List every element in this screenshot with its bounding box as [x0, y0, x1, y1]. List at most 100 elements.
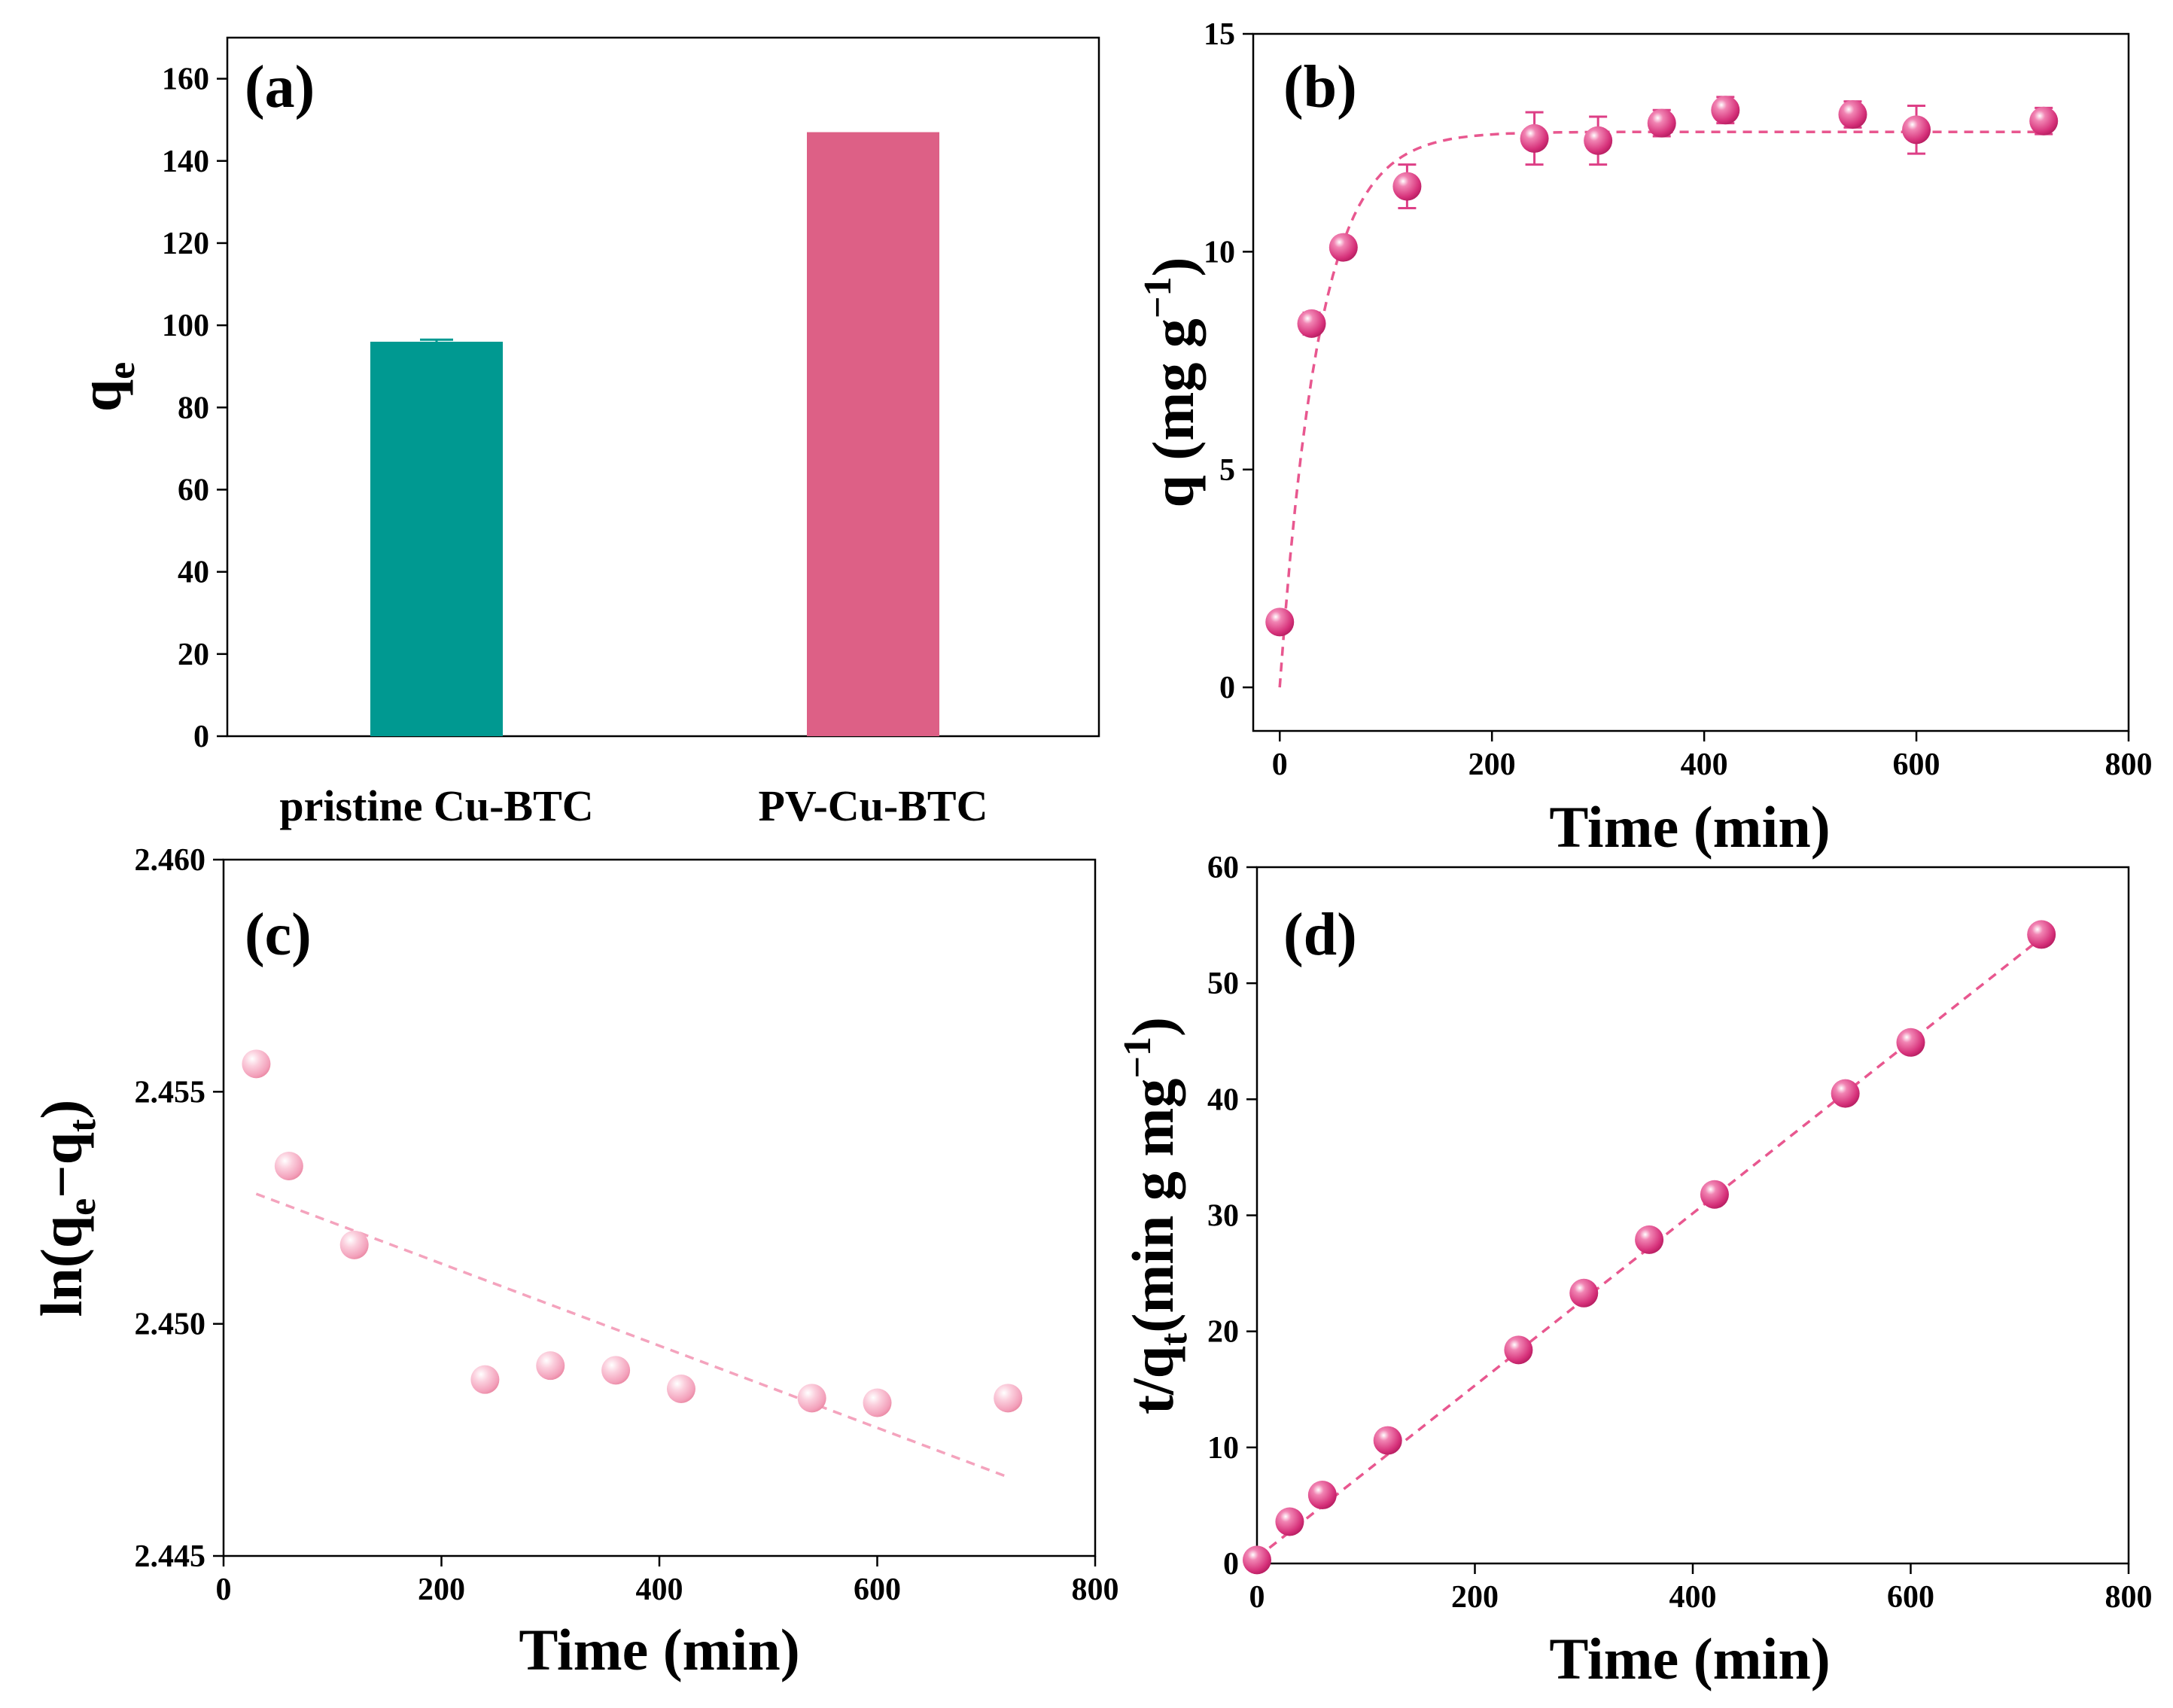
panel-a-ytick-label-4: 80 — [178, 391, 209, 425]
panel-c-xtick-label-2: 400 — [636, 1573, 683, 1607]
panel-a-ytick-label-3: 60 — [178, 473, 209, 507]
panel-b-point-8 — [1838, 100, 1867, 129]
panel-b-point-0 — [1265, 607, 1295, 637]
panel-c-fit-line — [255, 1192, 1009, 1478]
panel-d-ytick-label-5: 50 — [1207, 967, 1239, 1001]
panel-c-ylabel-e: ) — [29, 1100, 94, 1119]
panel-d-xtick-label-0: 0 — [1249, 1580, 1265, 1615]
panel-d-point-5 — [1569, 1278, 1599, 1308]
panel-c-point-3 — [470, 1365, 500, 1394]
panel-d-point-0 — [1243, 1545, 1271, 1575]
panel-d-point-1 — [1275, 1507, 1304, 1536]
panel-b-point-5 — [1584, 126, 1613, 155]
panel-c-ytick-label-3: 2.460 — [135, 843, 206, 878]
panel-b-ylabel-end: ) — [1140, 257, 1206, 277]
panel-c-ylabel-c: −q — [29, 1132, 94, 1198]
bar-0 — [370, 341, 503, 736]
category-label-pristine: pristine Cu-BTC — [279, 781, 593, 830]
panel-c-scatter: (c) 2.445 2.450 2.455 2.460 0 200 400 600 800 Ti… — [29, 843, 1119, 1682]
bar-1 — [807, 132, 939, 736]
panel-d-point-7 — [1700, 1180, 1729, 1209]
panel-d-xtick-label-2: 400 — [1669, 1580, 1717, 1615]
panel-d-point-4 — [1504, 1335, 1533, 1365]
panel-d-ytick-label-6: 60 — [1207, 851, 1239, 885]
panel-c-ytick-label-1: 2.450 — [135, 1308, 206, 1342]
panel-d-point-9 — [1896, 1028, 1925, 1057]
panel-a-ytick-label-5: 100 — [162, 309, 209, 343]
panel-d-point-3 — [1373, 1426, 1402, 1455]
category-label-pv: PV-Cu-BTC — [758, 781, 988, 830]
panel-d-ylabel-d: −1 — [1116, 1037, 1159, 1079]
panel-b-point-2 — [1328, 233, 1358, 262]
panel-d-xtick-label-4: 800 — [2105, 1580, 2153, 1615]
panel-c-label: (c) — [245, 902, 312, 968]
panel-a-frame — [226, 36, 1100, 738]
panel-a-ylabel-main: q — [68, 379, 133, 412]
panel-b-ytick-label-1: 5 — [1219, 453, 1235, 488]
panel-c-point-5 — [601, 1356, 631, 1385]
panel-d-ytick-label-1: 10 — [1207, 1431, 1239, 1466]
panel-c-point-1 — [274, 1152, 303, 1180]
panel-d-ylabel-b: t — [1152, 1332, 1195, 1346]
panel-c-point-6 — [666, 1375, 695, 1403]
panel-c-xtick-label-3: 600 — [854, 1573, 901, 1607]
panel-d-ytick-label-2: 20 — [1207, 1315, 1239, 1350]
panel-c-xtick-label-4: 800 — [1072, 1573, 1119, 1607]
panel-a-bar-chart: (a) 0 20 40 60 80 100 120 140 160 pristine Cu-BT… — [68, 36, 1100, 830]
panel-d-xtick-label-3: 600 — [1887, 1580, 1934, 1615]
panel-b-ytick-label-2: 10 — [1204, 235, 1235, 269]
panel-d-point-2 — [1307, 1481, 1337, 1510]
panel-b-xtick-label-3: 600 — [1893, 747, 1940, 782]
panel-d-label: (d) — [1283, 902, 1357, 968]
panel-b-point-1 — [1297, 309, 1326, 338]
panel-c-xtick-label-0: 0 — [216, 1573, 232, 1607]
panel-c-point-2 — [339, 1230, 369, 1259]
panel-d-frame — [1255, 866, 2130, 1565]
panel-a-ytick-label-1: 20 — [178, 638, 209, 672]
panel-b-xtick-label-2: 400 — [1681, 747, 1728, 782]
panel-d-ylabel-c: (min g mg — [1120, 1079, 1185, 1333]
panel-c-point-8 — [863, 1388, 892, 1417]
panel-d-xlabel: Time (min) — [1549, 1626, 1830, 1691]
panel-d-ytick-label-4: 40 — [1207, 1082, 1239, 1117]
panel-b-ylabel: q (mg g−1) — [1137, 257, 1206, 508]
panel-b-frame — [1252, 32, 2130, 732]
panel-c-xlabel: Time (min) — [519, 1617, 799, 1682]
panel-d-ytick-label-3: 30 — [1207, 1199, 1239, 1234]
panel-d-ylabel: t/qt(min g mg−1) — [1116, 1017, 1195, 1414]
panel-d-xtick-label-1: 200 — [1451, 1580, 1499, 1615]
panel-d-ylabel-e: ) — [1120, 1017, 1185, 1037]
panel-b-xtick-label-4: 800 — [2105, 747, 2153, 782]
panel-b-xlabel: Time (min) — [1549, 794, 1830, 860]
panel-b-ylabel-sup: −1 — [1137, 277, 1179, 319]
panel-b-point-4 — [1520, 123, 1549, 153]
panel-c-point-4 — [536, 1351, 565, 1381]
panel-b-xtick-label-0: 0 — [1272, 747, 1288, 782]
panel-c-ylabel-b: e — [61, 1198, 104, 1216]
panel-c-point-0 — [242, 1049, 271, 1079]
panel-a-ylabel: qe — [68, 362, 143, 412]
panel-a-ylabel-sub: e — [100, 362, 143, 379]
panel-a-ytick-label-7: 140 — [162, 145, 209, 179]
panel-b-point-10 — [2029, 106, 2059, 135]
panel-a-ytick-label-6: 120 — [162, 227, 209, 261]
panel-a-ytick-label-0: 0 — [193, 720, 209, 754]
panel-b-ytick-label-3: 15 — [1204, 17, 1235, 52]
panel-b-label: (b) — [1283, 54, 1357, 120]
panel-c-ytick-label-0: 2.445 — [135, 1539, 206, 1574]
panel-d-point-10 — [2027, 920, 2056, 949]
panel-c-point-7 — [797, 1384, 826, 1413]
panel-a-ytick-label-8: 160 — [162, 62, 209, 97]
panel-d-ylabel-a: t/q — [1120, 1346, 1185, 1414]
panel-c-ylabel: ln(qe−qt) — [29, 1100, 104, 1317]
panel-a-ytick-label-2: 40 — [178, 556, 209, 590]
panel-d-point-6 — [1635, 1225, 1664, 1254]
panel-b-point-9 — [1902, 115, 1931, 145]
panel-b-fit-line — [1278, 130, 2044, 688]
panel-d-point-8 — [1831, 1079, 1860, 1108]
panel-c-ylabel-a: ln(q — [29, 1216, 94, 1317]
panel-a-label: (a) — [245, 54, 315, 120]
panel-b-point-6 — [1647, 108, 1676, 138]
